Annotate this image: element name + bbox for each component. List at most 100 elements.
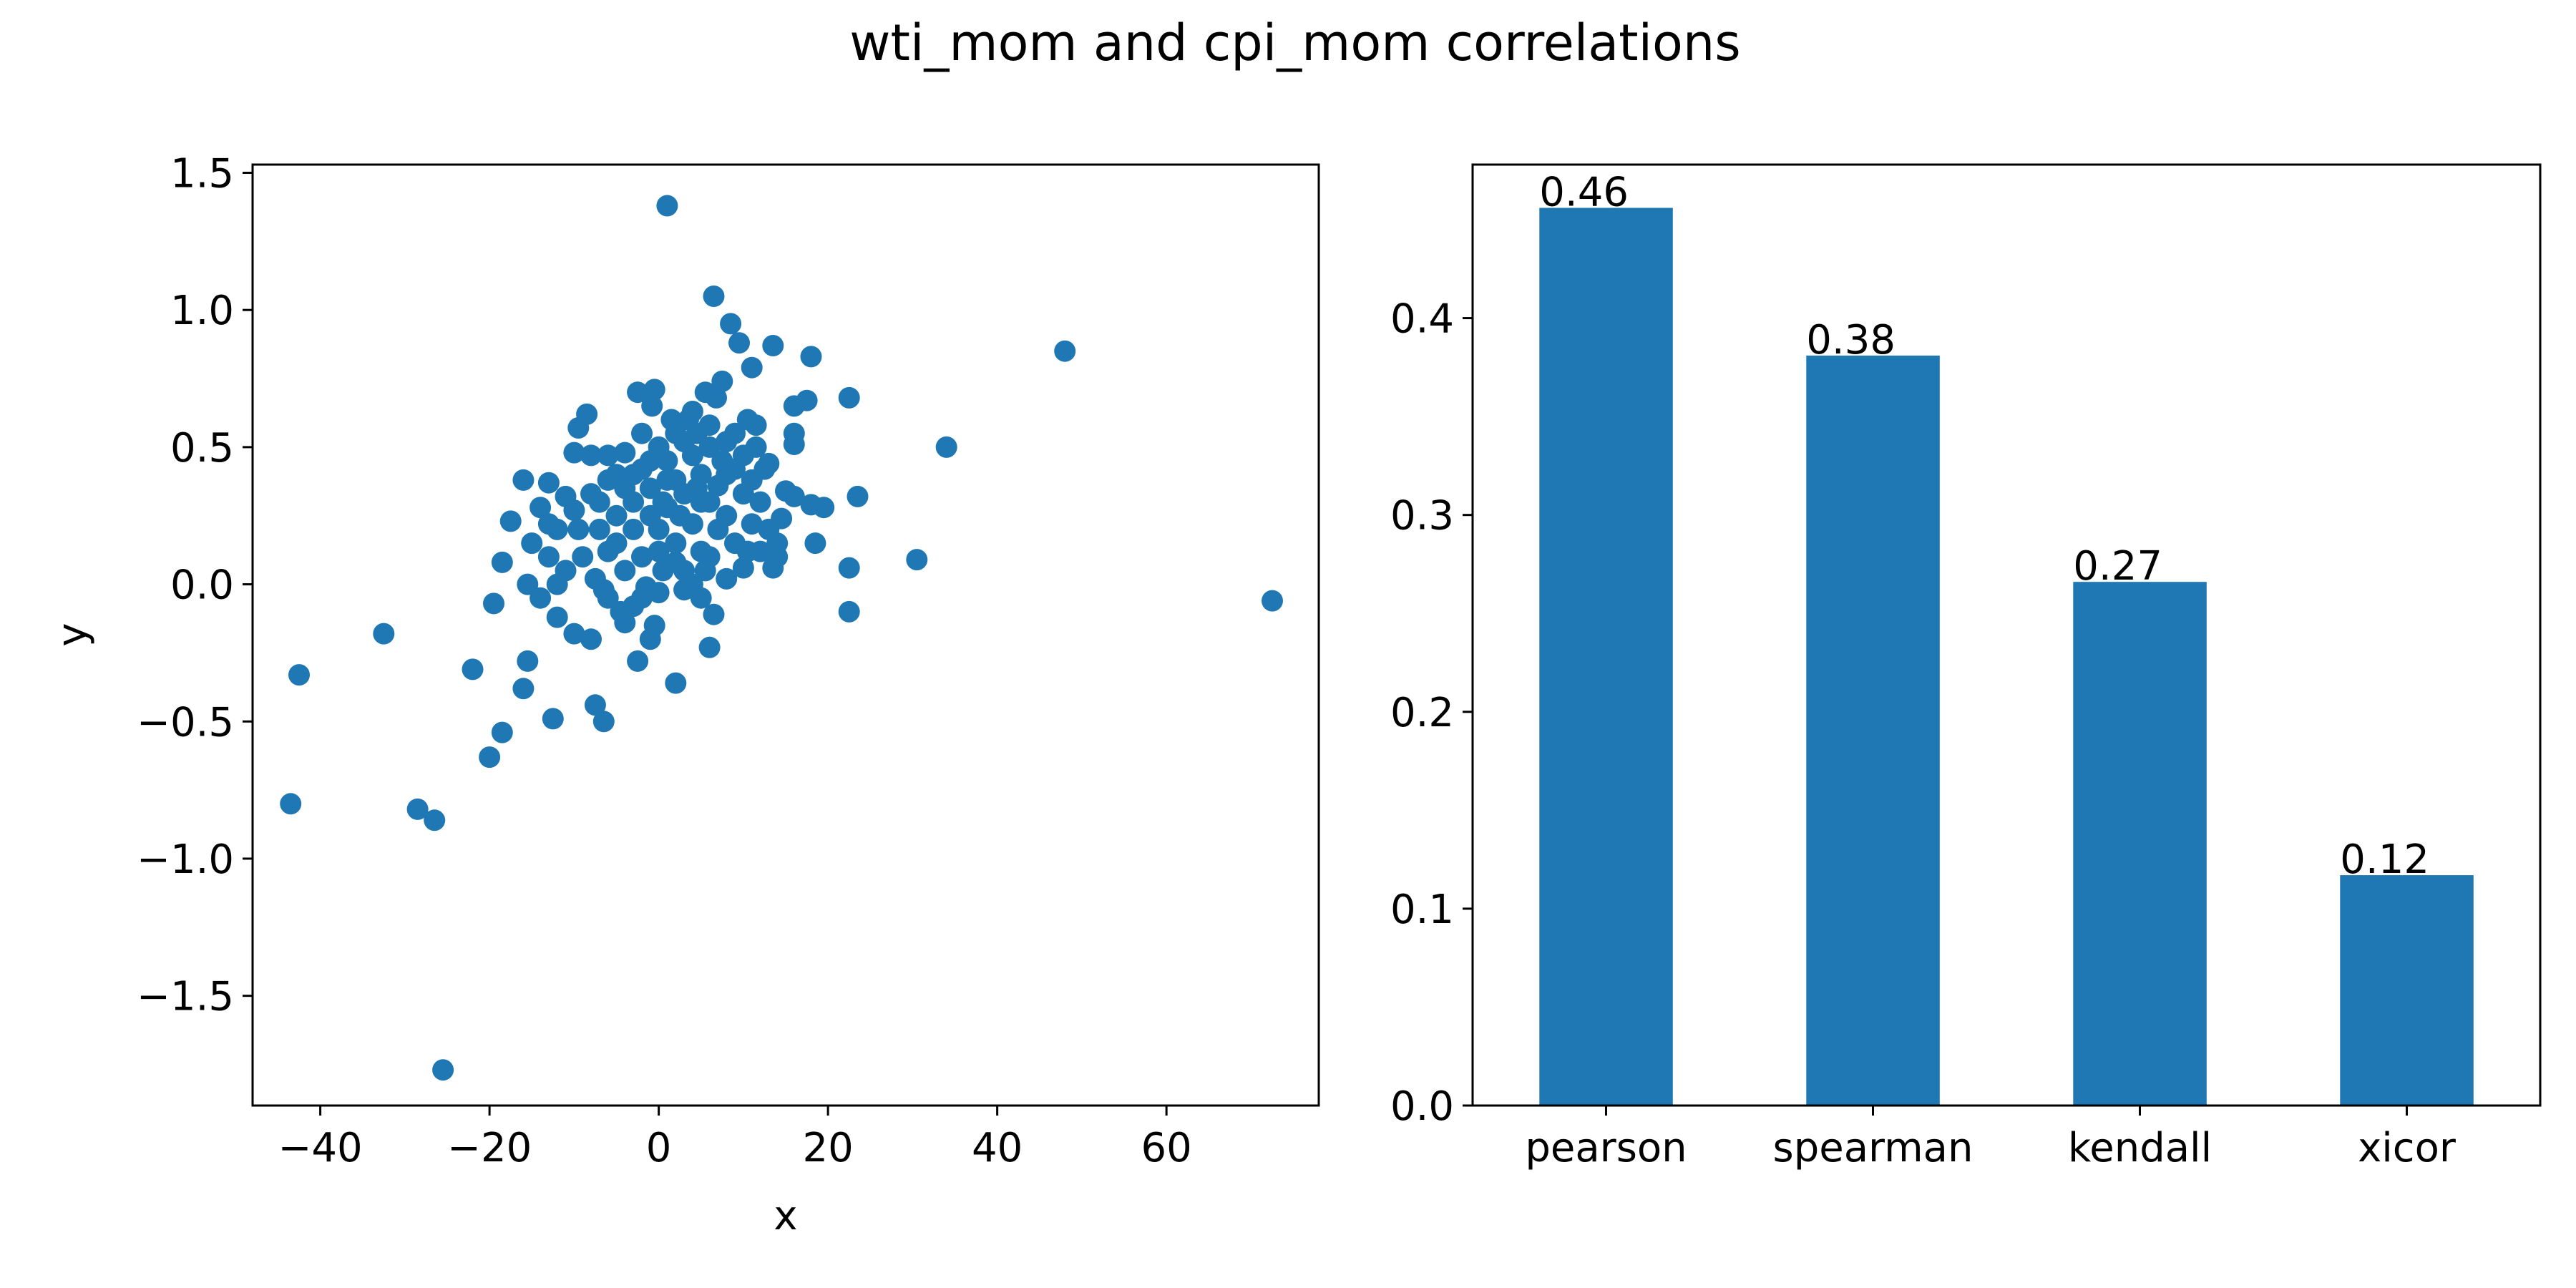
scatter-point (673, 579, 696, 601)
bar-y-tick-label: 0.4 (1390, 296, 1454, 343)
scatter-point (597, 469, 619, 491)
scatter-point (698, 636, 721, 658)
scatter-point (648, 540, 670, 562)
scatter-point (530, 497, 552, 519)
scatter-y-tick-label: 1.0 (170, 288, 234, 334)
scatter-point (804, 532, 826, 555)
scatter-point (736, 540, 758, 562)
scatter-x-tick-label: −40 (278, 1125, 363, 1171)
scatter-point (728, 332, 750, 354)
scatter-point (783, 485, 805, 507)
scatter-point (732, 557, 754, 579)
scatter-point (614, 560, 636, 582)
bar-xicor (2340, 875, 2474, 1106)
scatter-point (605, 504, 628, 527)
bar-kendall (2073, 582, 2207, 1106)
scatter-point (491, 551, 513, 573)
scatter-point (741, 513, 763, 535)
scatter-point (280, 793, 302, 815)
scatter-point (690, 587, 712, 609)
scatter-point (745, 436, 767, 458)
scatter-point (521, 532, 543, 555)
scatter-point (563, 623, 585, 645)
scatter-y-axis: −1.5 −1.0 −0.5 0.0 0.5 1.0 1.5 (137, 151, 253, 1020)
scatter-points (280, 195, 1283, 1081)
scatter-point (813, 497, 835, 519)
scatter-point (627, 381, 649, 404)
bar-x-axis: pearson spearman kendall xicor (1525, 1106, 2457, 1171)
scatter-point (703, 286, 725, 307)
scatter-point (707, 518, 729, 540)
scatter-point (537, 513, 560, 535)
scatter-x-tick-label: 0 (646, 1125, 672, 1171)
scatter-point (711, 370, 733, 392)
scatter-point (631, 422, 653, 444)
bar-pearson (1539, 208, 1673, 1106)
scatter-y-tick-label: 0.5 (170, 425, 234, 472)
scatter-point (479, 746, 501, 769)
bar-y-tick-label: 0.3 (1390, 493, 1454, 540)
scatter-x-tick-label: 20 (802, 1125, 853, 1171)
scatter-point (563, 499, 585, 522)
bar-y-tick-label: 0.1 (1390, 887, 1454, 933)
scatter-point (546, 606, 568, 628)
scatter-point (724, 422, 746, 444)
scatter-point (656, 469, 678, 491)
scatter-point (673, 431, 696, 453)
scatter-point (567, 417, 590, 439)
scatter-plot: −40 −20 0 20 40 60 −1.5 −1.0 −0.5 0.0 0.5 1.0 1.5 x… (49, 151, 1320, 1239)
scatter-y-tick-label: −1.5 (137, 974, 234, 1020)
scatter-point (783, 422, 805, 444)
scatter-point (665, 532, 687, 555)
scatter-x-tick-label: 60 (1141, 1125, 1192, 1171)
scatter-point (483, 592, 504, 615)
scatter-point (517, 573, 539, 595)
scatter-y-tick-label: 0.0 (170, 562, 234, 609)
bar-chart: pearson spearman kendall xicor 0.0 0.1 0.2 0.3… (1390, 163, 2542, 1171)
bar-category-label: xicor (2358, 1125, 2457, 1171)
bar-y-axis: 0.0 0.1 0.2 0.3 0.4 (1390, 296, 1473, 1130)
scatter-point (641, 395, 663, 417)
scatter-point (588, 518, 610, 540)
scatter-x-axis-label: x (774, 1193, 797, 1239)
scatter-point (935, 436, 957, 458)
scatter-point (796, 389, 818, 411)
scatter-y-axis-label: y (49, 623, 96, 646)
scatter-point (706, 386, 727, 409)
scatter-point (584, 567, 606, 590)
scatter-point (648, 582, 670, 604)
bar-value-label: 0.38 (1806, 317, 1896, 364)
figure-title: wti_mom and cpi_mom correlations (849, 14, 1740, 72)
scatter-point (530, 587, 552, 609)
scatter-point (592, 711, 615, 733)
scatter-point (614, 441, 636, 464)
scatter-point (462, 658, 484, 680)
scatter-point (614, 477, 636, 499)
scatter-point (588, 491, 610, 513)
scatter-point (716, 567, 738, 590)
scatter-point (537, 546, 560, 568)
scatter-point (1262, 590, 1283, 612)
bar-series (1539, 208, 2474, 1106)
bar-spearman (1806, 355, 1940, 1106)
scatter-point (432, 1059, 454, 1081)
scatter-point (567, 518, 590, 540)
scatter-point (906, 549, 928, 571)
scatter-point (623, 518, 645, 540)
scatter-point (631, 458, 653, 480)
scatter-point (639, 504, 661, 527)
bar-category-label: pearson (1525, 1125, 1687, 1171)
scatter-point (373, 623, 395, 645)
bar-value-label: 0.46 (1539, 170, 1629, 216)
scatter-point (610, 600, 632, 623)
scatter-point (517, 650, 539, 672)
scatter-point (499, 510, 522, 532)
scatter-point (656, 450, 678, 472)
scatter-point (673, 560, 696, 582)
scatter-point (800, 346, 822, 368)
scatter-point (660, 409, 683, 431)
bar-value-label: 0.12 (2340, 836, 2429, 883)
scatter-point (542, 708, 564, 730)
scatter-point (694, 560, 716, 582)
